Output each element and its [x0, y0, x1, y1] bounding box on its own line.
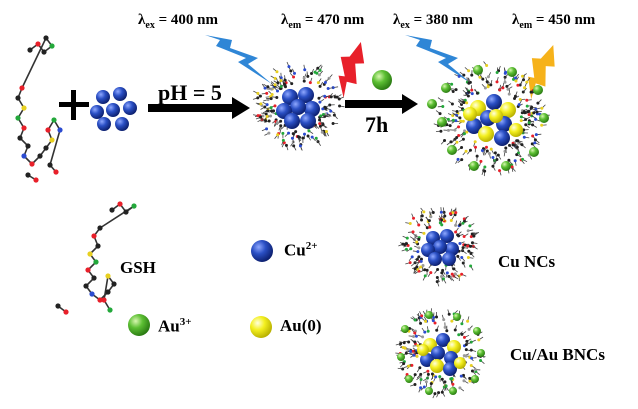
plus-sign	[71, 90, 76, 120]
cu-ion-legend-sphere	[251, 240, 273, 262]
reaction-time-label: 7h	[365, 112, 388, 138]
au3-legend-label: Au3+	[158, 316, 192, 337]
au0-legend-label: Au(0)	[280, 316, 322, 336]
cu-ncs-legend-label: Cu NCs	[498, 252, 555, 272]
au3-legend-sphere	[128, 314, 150, 336]
excitation-label-2: λex = 380 nm	[393, 12, 473, 31]
ph-condition-label: pH = 5	[158, 80, 222, 106]
excitation-label-1: λex = 400 nm	[138, 12, 218, 31]
gsh-legend-label: GSH	[120, 258, 156, 278]
gsh-molecule-icon	[15, 35, 62, 182]
lightning-bolt-icon	[325, 37, 373, 101]
au0-legend-sphere	[250, 316, 272, 338]
au3-sphere-icon	[372, 70, 392, 90]
cu-nanocluster-legend-icon	[398, 207, 479, 286]
emission-label-1: λem = 470 nm	[281, 12, 364, 31]
cu-au-bncs-legend-label: Cu/Au BNCs	[510, 345, 605, 365]
cu-nanocluster	[253, 62, 344, 151]
cu-ion-cluster	[90, 87, 137, 131]
cu-au-bimetallic-nanocluster-legend-icon	[395, 308, 485, 398]
reaction-arrow	[345, 94, 418, 114]
emission-label-2: λem = 450 nm	[512, 12, 595, 31]
lightning-bolt-icon	[205, 35, 272, 84]
lightning-bolt-icon	[405, 35, 472, 84]
cu-ion-legend-label: Cu2+	[284, 240, 318, 261]
